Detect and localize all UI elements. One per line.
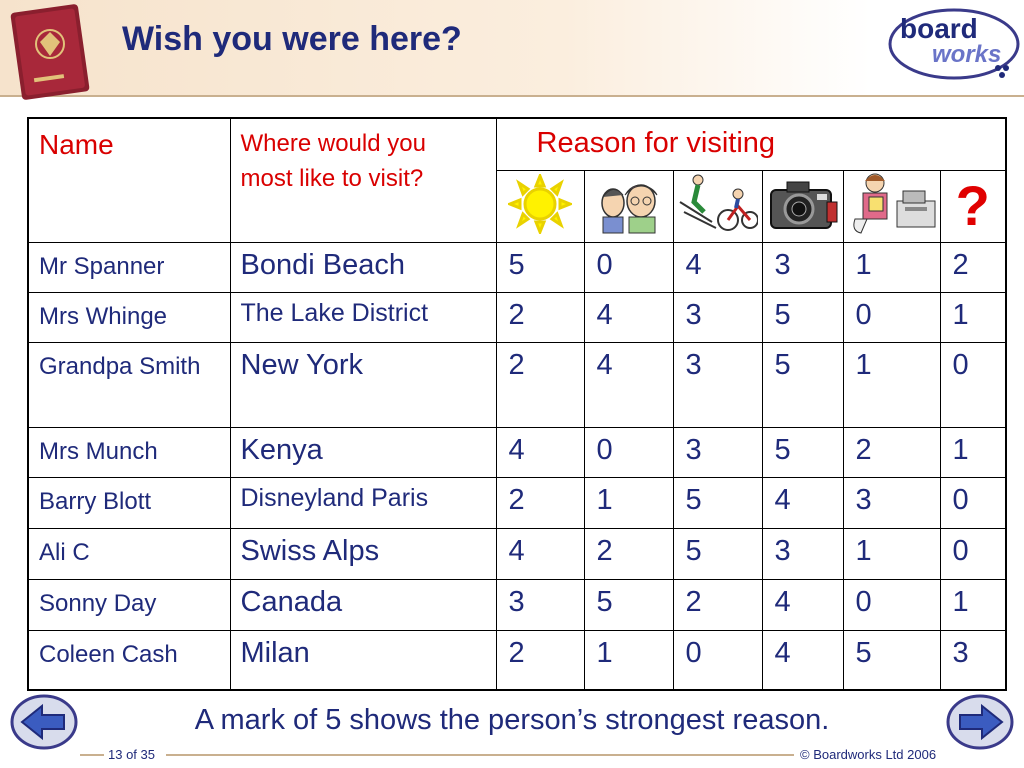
header-divider [0,95,1024,97]
row-place: Milan [229,629,497,691]
score-sights: 3 [761,527,844,580]
score-sights: 5 [761,426,844,478]
score-shopping: 3 [842,476,941,529]
row-name: Sonny Day [27,578,231,631]
score-sights: 5 [761,291,844,343]
page-number: 13 of 35 [108,747,155,762]
boardworks-logo: board works [886,4,1022,82]
score-people: 2 [583,527,674,580]
score-people: 4 [583,291,674,343]
score-sights: 4 [761,476,844,529]
row-place: The Lake District [229,291,497,343]
score-sun: 2 [495,629,585,691]
caption: A mark of 5 shows the person’s strongest… [194,704,830,736]
reason-people-cell [583,169,674,243]
score-sights: 4 [761,578,844,631]
row-name: Mr Spanner [27,241,231,293]
page-title: Wish you were here? [122,20,462,58]
row-name: Mrs Whinge [27,291,231,343]
score-sun: 2 [495,341,585,428]
score-sport: 4 [672,241,763,293]
row-name: Ali C [27,527,231,580]
score-sights: 5 [761,341,844,428]
header-where-line1: Where would you [240,130,426,157]
score-people: 0 [583,426,674,478]
row-place: Canada [229,578,497,631]
score-other: 1 [939,426,1007,478]
header-name: Name [27,117,231,243]
passport-icon [10,4,90,100]
camera-icon [769,181,837,229]
previous-slide-button[interactable] [8,692,78,752]
score-sport: 5 [672,527,763,580]
question-mark-icon: ? [955,174,990,237]
score-other: 0 [939,476,1007,529]
score-sport: 5 [672,476,763,529]
score-sun: 2 [495,476,585,529]
row-place: New York [229,341,497,428]
score-other: 2 [939,241,1007,293]
row-name: Grandpa Smith [27,341,231,428]
header-where: Where would you most like to visit? [229,117,497,243]
score-shopping: 0 [842,291,941,343]
score-shopping: 1 [842,241,941,293]
score-sport: 3 [672,291,763,343]
sun-icon [505,171,575,236]
score-people: 5 [583,578,674,631]
reason-other-cell: ? [939,169,1007,243]
shopper-icon [852,173,935,234]
score-sights: 4 [761,629,844,691]
score-shopping: 1 [842,341,941,428]
score-sport: 3 [672,426,763,478]
footer-rule-middle [166,754,794,756]
reason-sport-cell [672,169,763,243]
score-other: 3 [939,629,1007,691]
reason-shopping-cell [842,169,941,243]
score-people: 4 [583,341,674,428]
old-people-icon [600,183,657,233]
score-sport: 2 [672,578,763,631]
header-where-line2: most like to visit? [240,164,424,192]
wish-table: Name Where would you most like to visit?… [27,117,1008,691]
row-name: Coleen Cash [27,629,231,691]
arrow-left-icon [20,703,65,741]
next-slide-button[interactable] [946,692,1016,752]
row-place: Disneyland Paris [229,476,497,529]
score-sun: 3 [495,578,585,631]
footer-rule-left [80,754,104,756]
score-shopping: 5 [842,629,941,691]
row-name: Mrs Munch [27,426,231,478]
arrow-right-icon [959,703,1004,741]
score-shopping: 1 [842,527,941,580]
logo-text-works: works [932,41,1001,68]
score-people: 1 [583,629,674,691]
header-reason: Reason for visiting [495,117,1007,170]
score-sport: 3 [672,341,763,428]
logo-text-board: board [900,13,978,44]
score-sights: 3 [761,241,844,293]
row-name: Barry Blott [27,476,231,529]
score-people: 0 [583,241,674,293]
header-band [0,0,1024,96]
copyright: © Boardworks Ltd 2006 [800,747,937,762]
score-other: 1 [939,291,1007,343]
skier-cyclist-icon [678,174,759,231]
score-people: 1 [583,476,674,529]
score-sun: 2 [495,291,585,343]
reason-sun-cell [495,169,585,243]
score-shopping: 2 [842,426,941,478]
score-other: 0 [939,341,1007,428]
row-place: Swiss Alps [229,527,497,580]
row-place: Kenya [229,426,497,478]
score-sun: 4 [495,527,585,580]
score-sun: 5 [495,241,585,293]
score-other: 1 [939,578,1007,631]
reason-camera-cell [761,169,844,243]
score-sun: 4 [495,426,585,478]
row-place: Bondi Beach [229,241,497,293]
score-shopping: 0 [842,578,941,631]
score-sport: 0 [672,629,763,691]
score-other: 0 [939,527,1007,580]
